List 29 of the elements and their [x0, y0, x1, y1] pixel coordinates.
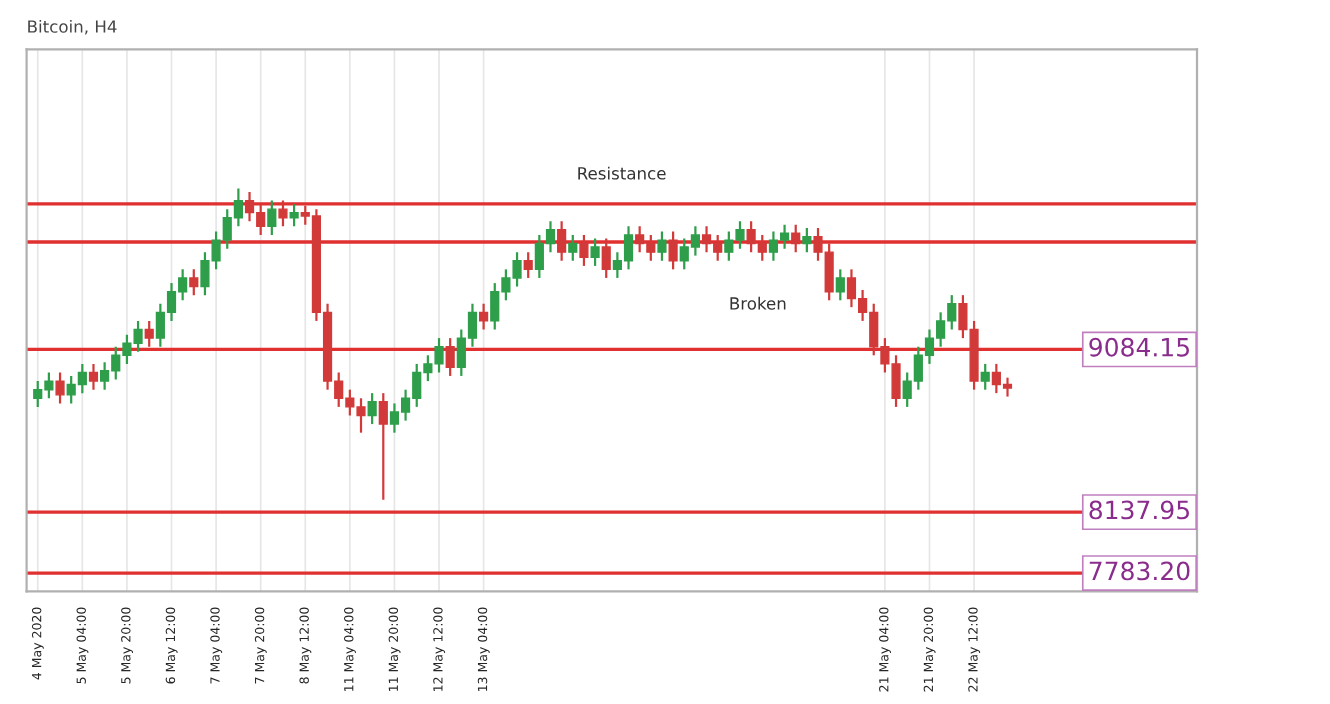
candlestick	[568, 233, 578, 262]
candlestick	[289, 202, 299, 228]
candlestick	[980, 362, 990, 391]
candlestick	[144, 319, 154, 348]
candlestick	[378, 392, 388, 501]
ref-line-label: 7783.20	[1089, 561, 1190, 581]
candlestick	[657, 230, 667, 262]
candlestick	[802, 226, 812, 254]
candlestick	[523, 251, 533, 280]
candlestick	[55, 371, 65, 405]
candlestick	[579, 233, 589, 268]
candlestick	[791, 223, 801, 254]
candlestick	[590, 237, 600, 268]
annotation: Resistance	[578, 166, 666, 180]
candlestick	[668, 230, 678, 271]
candlestick	[601, 237, 611, 280]
ref-line-label: 9084.15	[1089, 337, 1189, 357]
candlestick	[278, 199, 288, 228]
chart-title: Bitcoin, H4	[28, 19, 117, 35]
candlestick	[189, 268, 199, 297]
candlestick	[367, 392, 377, 426]
candlestick	[267, 199, 277, 237]
candlestick	[445, 337, 455, 378]
candlestick	[557, 220, 567, 262]
annotation: Broken	[730, 296, 786, 310]
candlestick	[835, 268, 845, 302]
candlestick	[479, 302, 489, 331]
ref-line-label: 8137.95	[1089, 500, 1189, 520]
candlestick	[88, 362, 99, 391]
